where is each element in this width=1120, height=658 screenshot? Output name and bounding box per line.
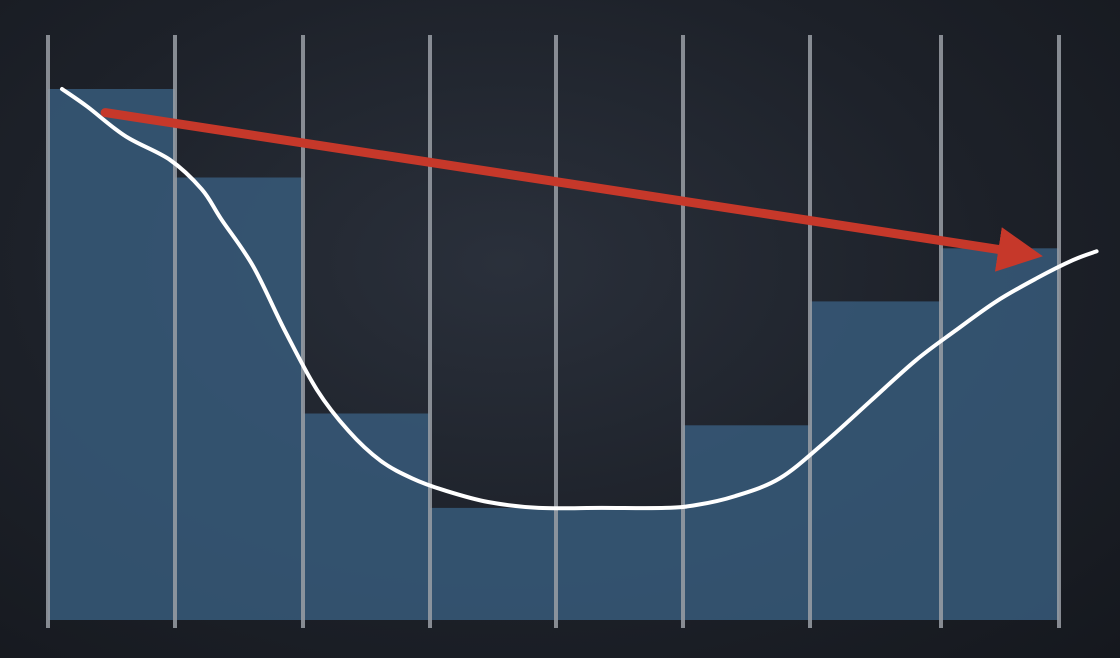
bar-7 [810, 301, 941, 620]
bars-layer [48, 89, 1059, 621]
gridlines-layer [46, 35, 1061, 628]
bar-3 [303, 413, 430, 620]
trend-arrow [100, 108, 1043, 272]
bar-8 [941, 248, 1059, 621]
bar-1 [48, 89, 175, 620]
bar-2 [175, 177, 303, 620]
bar-4 [430, 507, 556, 620]
bar-6 [683, 425, 810, 620]
line-layer [60, 87, 1099, 511]
curve-line [60, 87, 1099, 511]
bar-5 [556, 507, 683, 620]
arrow-layer [100, 108, 1043, 272]
